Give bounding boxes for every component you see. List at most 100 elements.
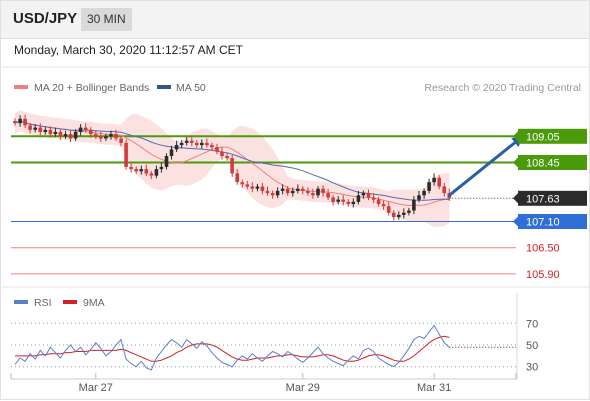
price-labels-layer: 109.05 108.45 107.10 106.50 105.90 107.63 (513, 128, 587, 281)
candle-body-25 (139, 169, 143, 172)
candle-body-10 (63, 134, 68, 137)
candle-body-54 (285, 188, 290, 194)
timeframe-button[interactable]: 30 MIN (81, 8, 132, 31)
candle-body-42 (225, 156, 229, 159)
candle-body-62 (326, 193, 330, 198)
candle-body-6 (43, 129, 48, 132)
candle-body-67 (351, 201, 356, 204)
candle-body-30 (164, 156, 169, 167)
rsi-tick-30: 30 (526, 362, 538, 374)
candle-body-17 (99, 136, 103, 139)
level-label-box-2 (518, 214, 587, 229)
level-label-4: 105.90 (526, 269, 560, 281)
current-price-label: 107.63 (526, 193, 560, 205)
time-axis-layer: Mar 27 Mar 29 Mar 31 (10, 373, 517, 394)
candle-body-14 (83, 127, 88, 130)
candle-body-5 (38, 127, 43, 132)
legend-swatch-ma50 (157, 85, 171, 89)
candle-body-69 (361, 193, 366, 196)
candle-body-16 (94, 134, 98, 137)
ma20-line (14, 120, 450, 207)
candle-body-34 (184, 140, 189, 143)
candle-body-73 (381, 204, 386, 207)
candle-body-50 (265, 190, 270, 194)
legend-ma50-label: MA 50 (176, 82, 206, 94)
candle-body-59 (311, 193, 315, 196)
candle-body-22 (124, 142, 128, 167)
time-label-1: Mar 29 (286, 382, 320, 394)
level-label-0: 109.05 (526, 131, 560, 143)
candle-body-58 (306, 190, 310, 194)
candle-body-28 (154, 169, 159, 176)
current-price-pointer (513, 193, 518, 204)
candle-body-46 (245, 184, 250, 187)
candle-body-68 (356, 195, 361, 202)
rsi-tick-70: 70 (526, 318, 538, 330)
candle-body-56 (296, 188, 300, 191)
candle-body-27 (149, 173, 154, 176)
candle-body-32 (174, 145, 179, 150)
copyright-text: Research © 2020 Trading Central (424, 82, 581, 94)
level-label-box-1 (518, 155, 587, 170)
candle-body-31 (169, 149, 174, 156)
legend-rsi-label: RSI (34, 297, 52, 309)
header-bar: USD/JPY 30 MIN (1, 1, 589, 39)
candle-body-71 (371, 197, 376, 200)
candle-body-8 (53, 131, 58, 135)
candle-body-15 (89, 129, 93, 135)
candle-body-13 (78, 127, 83, 132)
candle-body-65 (341, 199, 345, 202)
candle-body-19 (109, 134, 113, 137)
candle-body-40 (215, 147, 219, 152)
level-label-3: 106.50 (526, 243, 560, 255)
candle-body-1 (18, 118, 22, 124)
level-label-pointer-1 (513, 157, 518, 168)
candle-body-83 (432, 177, 436, 183)
candle-body-33 (179, 142, 184, 146)
candle-body-45 (240, 182, 244, 185)
rsi-9ma-line (15, 335, 450, 362)
level-label-box-0 (518, 128, 587, 144)
bollinger-band-layer (15, 110, 450, 227)
candle-body-78 (407, 210, 411, 213)
legend-swatch-9ma (63, 300, 77, 304)
candle-body-72 (376, 199, 381, 204)
candle-body-79 (412, 199, 416, 211)
candle-body-35 (189, 140, 194, 143)
level-label-pointer-0 (513, 131, 518, 142)
candle-body-51 (270, 193, 275, 196)
timestamp: Monday, March 30, 2020 11:12:57 AM CET (14, 43, 244, 57)
candle-body-85 (442, 186, 446, 194)
candle-body-37 (200, 142, 204, 146)
projection-layer (447, 136, 524, 197)
candle-body-64 (336, 199, 340, 202)
legend-ma20-label: MA 20 + Bollinger Bands (34, 82, 149, 94)
candle-body-80 (417, 195, 421, 200)
rsi-layer: 70 50 30 (11, 318, 538, 374)
time-label-2: Mar 31 (417, 382, 451, 394)
rsi-line (14, 324, 450, 371)
bollinger-band (15, 110, 450, 227)
candle-body-60 (316, 188, 320, 196)
candle-body-23 (129, 166, 133, 170)
time-label-0: Mar 27 (79, 382, 113, 394)
candle-body-36 (195, 142, 199, 146)
rsi-tick-50: 50 (526, 340, 538, 352)
candle-body-74 (386, 206, 391, 213)
candle-body-49 (260, 186, 265, 191)
candle-body-20 (114, 134, 118, 139)
candle-body-24 (134, 169, 138, 172)
candle-body-61 (321, 188, 325, 194)
candle-body-82 (427, 182, 431, 191)
candle-body-70 (366, 193, 371, 198)
candle-body-43 (230, 158, 234, 174)
candle-body-77 (402, 212, 406, 215)
legend-swatch-ma20 (14, 85, 28, 89)
candle-body-48 (255, 186, 260, 189)
candle-body-7 (48, 129, 53, 135)
candle-body-12 (73, 131, 78, 139)
current-price-box (518, 190, 587, 206)
legend-9ma-label: 9MA (83, 297, 105, 309)
candle-body-44 (235, 173, 239, 183)
